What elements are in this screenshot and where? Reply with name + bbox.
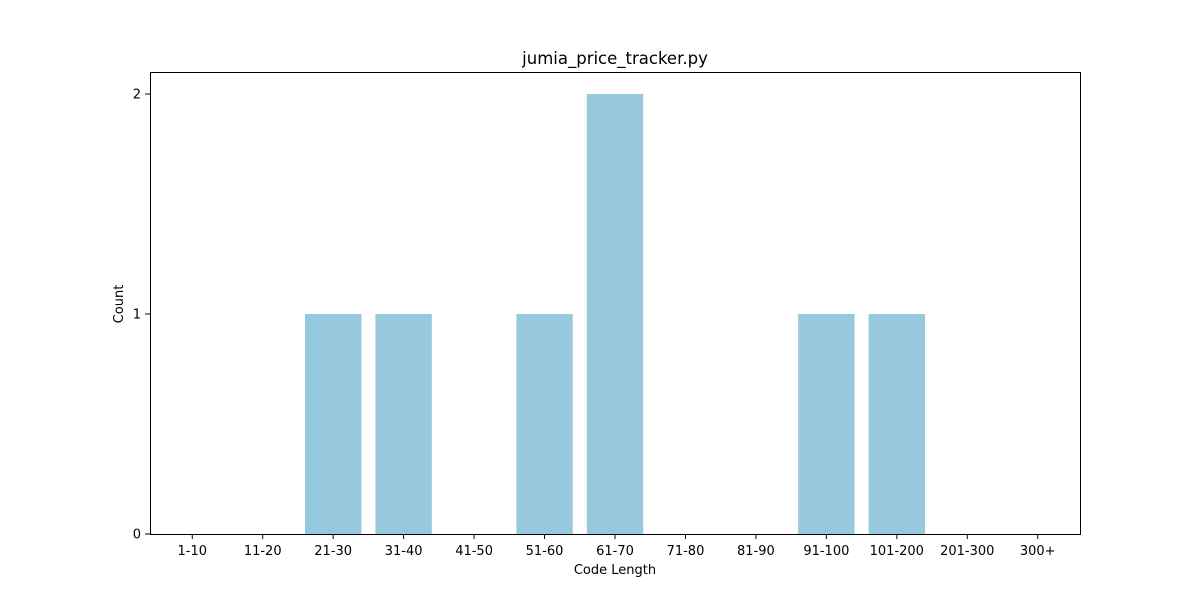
x-tick-label: 71-80 <box>667 544 705 559</box>
y-axis-ticks: 0 1 2 <box>133 88 150 543</box>
x-axis-label: Code Length <box>574 563 656 578</box>
x-tick-label: 41-50 <box>455 544 493 559</box>
x-tick-label: 61-70 <box>596 544 634 559</box>
bar-31-40 <box>375 314 432 534</box>
x-tick-label: 201-300 <box>940 544 994 559</box>
bar-91-100 <box>798 314 855 534</box>
x-tick-label: 1-10 <box>178 544 208 559</box>
y-axis-label: Count <box>112 285 127 324</box>
bar-101-200 <box>868 314 925 534</box>
chart-title: jumia_price_tracker.py <box>521 49 708 69</box>
plot-frame <box>150 72 1081 535</box>
x-tick-label: 300+ <box>1020 544 1056 559</box>
x-tick-label: 21-30 <box>314 544 352 559</box>
x-tick-label: 11-20 <box>244 544 282 559</box>
x-tick-label: 81-90 <box>737 544 775 559</box>
y-tick-label: 1 <box>133 308 141 323</box>
bar-21-30 <box>305 314 362 534</box>
x-tick-label: 91-100 <box>803 544 849 559</box>
bars <box>305 94 925 534</box>
x-tick-label: 31-40 <box>385 544 423 559</box>
y-tick-label: 0 <box>133 528 141 543</box>
bar-61-70 <box>586 94 644 534</box>
x-tick-label: 101-200 <box>870 544 924 559</box>
x-tick-label: 51-60 <box>526 544 564 559</box>
y-tick-label: 2 <box>133 88 141 103</box>
bar-51-60 <box>516 314 573 534</box>
x-axis-ticks: 1-10 11-20 21-30 31-40 41-50 51-60 61-70 71-80 8… <box>178 534 1056 559</box>
